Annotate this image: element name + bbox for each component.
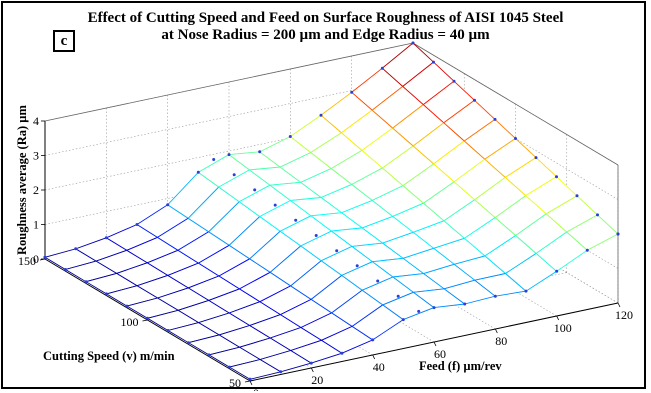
y-axis-label: Cutting Speed (v) m/min xyxy=(43,349,175,363)
data-point xyxy=(335,249,339,253)
data-point xyxy=(596,213,599,217)
box-edge xyxy=(44,42,414,122)
data-point xyxy=(228,365,231,369)
data-point xyxy=(314,234,318,237)
data-point xyxy=(104,236,108,240)
data-point xyxy=(411,41,415,45)
data-point xyxy=(417,309,421,313)
y-tick-label: 100 xyxy=(121,315,139,329)
data-point xyxy=(166,329,170,332)
data-point xyxy=(279,370,283,374)
data-point xyxy=(355,264,359,268)
data-point xyxy=(258,150,262,154)
z-tick-label: 4 xyxy=(33,114,39,128)
data-point xyxy=(74,247,78,251)
x-tick-mark xyxy=(556,315,560,321)
data-point xyxy=(84,280,88,284)
data-point xyxy=(463,302,467,306)
data-point xyxy=(575,194,579,198)
x-tick-label: 20 xyxy=(311,373,323,387)
x-tick-mark xyxy=(372,354,376,360)
x-tick-label: 80 xyxy=(495,334,507,348)
data-point xyxy=(534,156,538,160)
y-tick-label: 50 xyxy=(229,376,241,390)
x-tick-label: 0 xyxy=(253,386,259,391)
data-point xyxy=(187,341,190,345)
data-point xyxy=(125,304,129,308)
z-axis-label: Roughness average (Ra) µm xyxy=(15,105,29,255)
data-point xyxy=(432,306,436,310)
data-point xyxy=(232,173,236,177)
data-point xyxy=(196,170,200,174)
data-point xyxy=(273,203,277,207)
x-tick-mark xyxy=(310,367,314,373)
y-tick-mark xyxy=(142,319,148,322)
y-tick-label: 150 xyxy=(18,254,36,268)
x-tick-mark xyxy=(494,328,498,334)
data-point xyxy=(616,232,620,236)
data-point xyxy=(207,353,211,357)
roughness-surface xyxy=(43,41,620,381)
data-point xyxy=(396,294,400,298)
data-point xyxy=(401,318,405,322)
x-tick-label: 100 xyxy=(554,321,572,335)
data-point xyxy=(288,135,292,138)
x-tick-mark xyxy=(249,380,253,386)
data-point xyxy=(43,255,47,259)
z-tick-label: 2 xyxy=(33,183,39,197)
data-point xyxy=(350,90,354,94)
data-point xyxy=(585,248,589,252)
chart-subtitle: at Nose Radius = 200 µm and Edge Radius … xyxy=(161,27,490,43)
x-tick-mark xyxy=(617,302,621,308)
x-tick-label: 60 xyxy=(434,347,446,361)
data-point xyxy=(146,316,149,320)
x-tick-mark xyxy=(433,341,437,347)
chart-title: Effect of Cutting Speed and Feed on Surf… xyxy=(87,10,564,26)
box-edge xyxy=(412,42,619,166)
data-point xyxy=(371,338,375,342)
data-point xyxy=(340,351,344,355)
data-point xyxy=(493,117,497,121)
data-point xyxy=(253,188,257,192)
data-point xyxy=(514,137,517,140)
data-point xyxy=(166,203,170,207)
surface-plot: 0204060801001205010015001234 Roughness a… xyxy=(15,41,633,391)
data-point xyxy=(452,79,456,83)
x-tick-label: 120 xyxy=(615,308,633,322)
x-axis-label: Feed (f) µm/rev xyxy=(419,359,502,373)
data-point xyxy=(248,377,252,381)
z-tick-label: 3 xyxy=(33,149,39,163)
z-tick-label: 0 xyxy=(33,252,39,266)
data-point xyxy=(524,289,528,293)
data-point xyxy=(555,269,559,273)
panel-label: c xyxy=(53,30,75,52)
data-point xyxy=(135,223,139,226)
data-point xyxy=(64,268,67,271)
z-tick-label: 1 xyxy=(33,218,39,232)
y-tick-mark xyxy=(244,380,251,383)
data-point xyxy=(319,113,323,117)
data-point xyxy=(227,153,231,157)
axis-ticks: 0204060801001205010015001234 xyxy=(18,114,633,391)
data-point xyxy=(432,60,435,64)
x-tick-label: 40 xyxy=(373,360,385,374)
data-point xyxy=(473,98,476,102)
data-point xyxy=(309,361,313,365)
data-point xyxy=(294,218,298,222)
data-point xyxy=(212,158,216,161)
data-point xyxy=(555,175,558,179)
data-point xyxy=(493,294,497,298)
data-point xyxy=(105,292,108,296)
data-point xyxy=(380,66,384,70)
data-point xyxy=(376,279,380,283)
